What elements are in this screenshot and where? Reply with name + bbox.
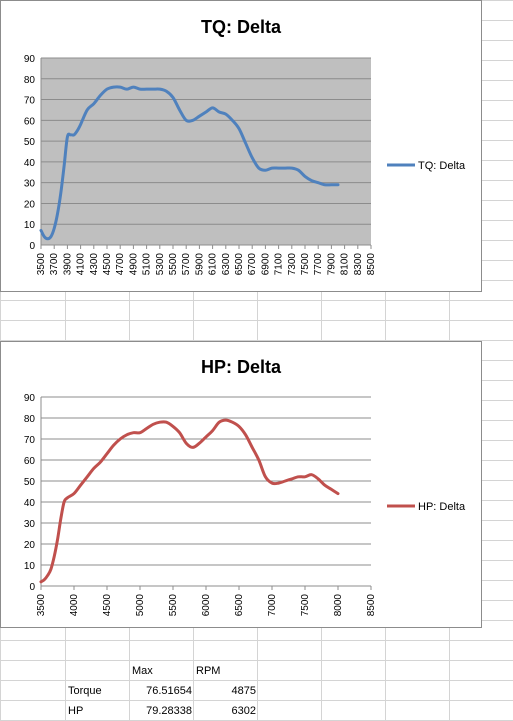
hp-chart[interactable]: HP: Delta 0 10 20 30 40 50 60 70 80 90 3500 4000 45… bbox=[0, 341, 482, 628]
torque-x-tick-labels: 3500 3700 3900 4100 4300 4500 4700 4900 5100 5300… bbox=[36, 253, 377, 276]
torque-line-series-0 bbox=[39, 85, 340, 241]
header-max[interactable]: Max bbox=[132, 665, 153, 677]
torque-y-tick-0: 0 bbox=[29, 241, 35, 252]
torque-chart-svg: TQ: Delta 0 10 20 30 40 50 60 70 80 90 3500 3700 39… bbox=[24, 17, 466, 276]
torque-x-tick-4900: 4900 bbox=[128, 253, 139, 276]
hp-x-tick-8500: 8500 bbox=[366, 594, 377, 617]
hp-x-tick-4000: 4000 bbox=[69, 594, 80, 617]
hp-gridlines bbox=[40, 396, 372, 590]
torque-y-tick-70: 70 bbox=[24, 96, 36, 107]
hp-legend: HP: Delta bbox=[387, 501, 466, 513]
torque-x-tick-5100: 5100 bbox=[142, 253, 153, 276]
hp-chart-title: HP: Delta bbox=[201, 357, 282, 377]
torque-x-tick-6300: 6300 bbox=[221, 253, 232, 276]
hp-x-tick-7500: 7500 bbox=[300, 594, 311, 617]
torque-y-tick-30: 30 bbox=[24, 179, 36, 190]
hp-plot-area bbox=[41, 397, 371, 586]
torque-x-tick-7900: 7900 bbox=[326, 253, 337, 276]
hp-x-tick-5500: 5500 bbox=[168, 594, 179, 617]
row-max-torque[interactable]: 76.51654 bbox=[146, 685, 192, 697]
torque-x-tick-8100: 8100 bbox=[340, 253, 351, 276]
hp-x-tick-7000: 7000 bbox=[267, 594, 278, 617]
hp-y-tick-30: 30 bbox=[24, 519, 36, 530]
torque-x-tick-7500: 7500 bbox=[300, 253, 311, 276]
hp-y-tick-40: 40 bbox=[24, 498, 36, 509]
torque-y-tick-80: 80 bbox=[24, 75, 36, 86]
hp-y-tick-10: 10 bbox=[24, 561, 36, 572]
torque-x-tick-7700: 7700 bbox=[313, 253, 324, 276]
row-rpm-torque[interactable]: 4875 bbox=[231, 685, 256, 697]
hp-x-tick-8000: 8000 bbox=[333, 594, 344, 617]
header-rpm[interactable]: RPM bbox=[196, 665, 221, 677]
hp-y-tick-0: 0 bbox=[29, 582, 35, 593]
torque-x-tick-4500: 4500 bbox=[102, 253, 113, 276]
torque-y-tick-60: 60 bbox=[24, 116, 36, 127]
torque-x-tick-5700: 5700 bbox=[181, 253, 192, 276]
torque-x-tick-3900: 3900 bbox=[62, 253, 73, 276]
hp-x-tick-3500: 3500 bbox=[36, 594, 47, 617]
torque-x-tick-3700: 3700 bbox=[49, 253, 60, 276]
torque-x-tick-5900: 5900 bbox=[194, 253, 205, 276]
hp-series bbox=[39, 418, 340, 584]
torque-plot-area bbox=[41, 58, 371, 245]
torque-x-tick-3500: 3500 bbox=[36, 253, 47, 276]
torque-x-tick-5300: 5300 bbox=[155, 253, 166, 276]
torque-x-tick-4700: 4700 bbox=[115, 253, 126, 276]
row-label-hp[interactable]: HP bbox=[68, 705, 84, 717]
torque-y-tick-90: 90 bbox=[24, 54, 36, 65]
torque-x-tick-8500: 8500 bbox=[366, 253, 377, 276]
hp-y-tick-labels: 0 10 20 30 40 50 60 70 80 90 bbox=[24, 393, 36, 593]
hp-y-tick-60: 60 bbox=[24, 456, 36, 467]
hp-line-series-0 bbox=[39, 418, 340, 584]
torque-x-tick-7100: 7100 bbox=[274, 253, 285, 276]
torque-x-tick-4100: 4100 bbox=[76, 253, 87, 276]
torque-x-tick-4300: 4300 bbox=[89, 253, 100, 276]
torque-y-tick-20: 20 bbox=[24, 199, 36, 210]
hp-y-tick-80: 80 bbox=[24, 414, 36, 425]
torque-chart-title: TQ: Delta bbox=[201, 17, 282, 37]
torque-x-tick-6100: 6100 bbox=[208, 253, 219, 276]
hp-x-tick-5000: 5000 bbox=[135, 594, 146, 617]
torque-y-tick-10: 10 bbox=[24, 220, 36, 231]
row-rpm-hp[interactable]: 6302 bbox=[231, 705, 256, 717]
row-label-torque[interactable]: Torque bbox=[68, 685, 102, 697]
hp-x-tick-6500: 6500 bbox=[234, 594, 245, 617]
torque-y-tick-labels: 0 10 20 30 40 50 60 70 80 90 bbox=[24, 54, 36, 252]
torque-y-tick-40: 40 bbox=[24, 158, 36, 169]
torque-x-tick-5500: 5500 bbox=[168, 253, 179, 276]
hp-x-tick-6000: 6000 bbox=[201, 594, 212, 617]
torque-series bbox=[39, 85, 340, 241]
torque-x-tick-6500: 6500 bbox=[234, 253, 245, 276]
torque-x-tick-6900: 6900 bbox=[260, 253, 271, 276]
torque-x-tick-6700: 6700 bbox=[247, 253, 258, 276]
torque-legend-label: TQ: Delta bbox=[418, 160, 466, 172]
torque-x-tick-7300: 7300 bbox=[287, 253, 298, 276]
torque-legend: TQ: Delta bbox=[387, 160, 466, 172]
hp-y-tick-70: 70 bbox=[24, 435, 36, 446]
hp-x-tick-labels: 3500 4000 4500 5000 5500 6000 6500 7000 7500 8000… bbox=[36, 594, 377, 617]
hp-y-tick-20: 20 bbox=[24, 540, 36, 551]
torque-y-tick-50: 50 bbox=[24, 137, 36, 148]
torque-chart[interactable]: TQ: Delta 0 10 20 30 40 50 60 70 80 90 3500 3700 39… bbox=[0, 0, 482, 292]
hp-y-tick-90: 90 bbox=[24, 393, 36, 404]
hp-chart-svg: HP: Delta 0 10 20 30 40 50 60 70 80 90 3500 4000 45… bbox=[24, 357, 466, 617]
hp-legend-label: HP: Delta bbox=[418, 501, 466, 513]
row-max-hp[interactable]: 79.28338 bbox=[146, 705, 192, 717]
torque-x-tick-8300: 8300 bbox=[353, 253, 364, 276]
hp-y-tick-50: 50 bbox=[24, 477, 36, 488]
hp-x-tick-4500: 4500 bbox=[102, 594, 113, 617]
